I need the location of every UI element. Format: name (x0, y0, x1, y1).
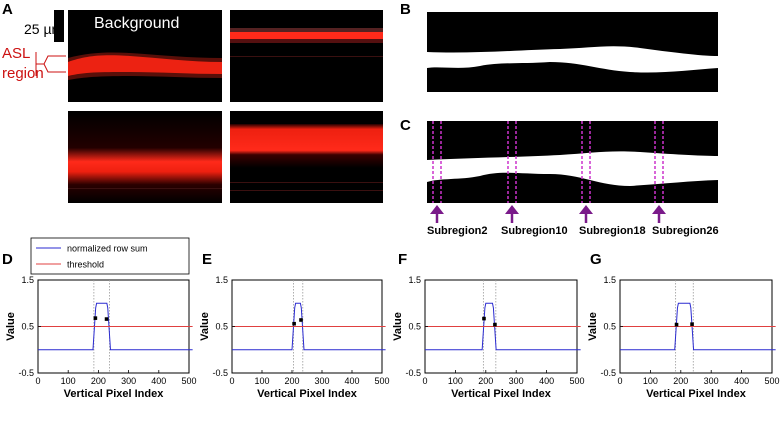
x-tick-label: 300 (121, 376, 136, 386)
x-tick-label: 0 (617, 376, 622, 386)
scale-bar-label: 25 µm (24, 21, 63, 37)
legend-entry: threshold (67, 260, 104, 270)
x-tick-label: 400 (151, 376, 166, 386)
x-tick-label: 300 (704, 376, 719, 386)
x-tick-label: 200 (478, 376, 493, 386)
x-tick-label: 500 (181, 376, 196, 386)
subregion-label-18: Subregion18 (579, 225, 646, 237)
legend-entry: normalized row sum (67, 244, 148, 254)
crossing-point-1 (482, 316, 486, 321)
subregion-arrow-2 (430, 205, 444, 223)
panel-label-f: F (398, 251, 407, 268)
legend: normalized row sum threshold (30, 237, 190, 275)
x-axis-label: Vertical Pixel Index (257, 388, 358, 400)
x-tick-label: 300 (314, 376, 329, 386)
crossing-point-2 (493, 322, 497, 327)
x-tick-label: 200 (673, 376, 688, 386)
panel-c-binary-mask (427, 121, 718, 203)
asl-label: ASL (2, 45, 30, 62)
plot-e: 0 100 200 300 400 500 -0.5 0.5 1.5 Vertical Pixel… (199, 275, 390, 400)
x-axis-label: Vertical Pixel Index (64, 388, 165, 400)
crossing-point-2 (104, 317, 109, 321)
x-axis-label: Vertical Pixel Index (451, 388, 552, 400)
crossing-point-1 (674, 322, 679, 327)
line-plots: 0 100 200 300 400 500 -0.5 0.5 1.5 Vertical Pixel… (5, 237, 780, 400)
y-tick-label: 1.5 (603, 275, 616, 285)
crossing-point-1 (93, 316, 98, 320)
y-tick-label: -0.5 (405, 368, 421, 378)
subregion-label-2: Subregion2 (427, 225, 488, 237)
region-label: region (2, 65, 44, 82)
row-sum-line (620, 302, 776, 351)
scale-bar (54, 10, 64, 42)
y-axis-label: Value (392, 312, 404, 341)
y-tick-label: 1.5 (408, 275, 421, 285)
panel-a-image-2 (230, 10, 383, 102)
x-tick-label: 500 (764, 376, 779, 386)
crossing-point-1 (292, 321, 296, 326)
subregion-arrow-10 (505, 205, 519, 223)
panel-label-a: A (2, 1, 13, 18)
x-tick-label: 500 (569, 376, 584, 386)
legend-box (30, 237, 190, 275)
subregion-arrows (430, 205, 666, 223)
panel-label-d: D (2, 251, 13, 268)
y-tick-label: -0.5 (18, 368, 34, 378)
y-tick-label: 0.5 (21, 322, 34, 332)
x-tick-label: 200 (91, 376, 106, 386)
y-tick-label: -0.5 (600, 368, 616, 378)
panel-label-c: C (400, 117, 411, 134)
y-tick-label: 1.5 (215, 275, 228, 285)
y-tick-label: 1.5 (21, 275, 34, 285)
x-tick-label: 100 (61, 376, 76, 386)
x-tick-label: 100 (448, 376, 463, 386)
panel-a-image-3 (68, 111, 222, 203)
x-tick-label: 100 (254, 376, 269, 386)
y-tick-label: -0.5 (212, 368, 228, 378)
x-tick-label: 400 (539, 376, 554, 386)
x-tick-label: 400 (734, 376, 749, 386)
panel-a-image-1 (68, 10, 222, 102)
panel-label-g: G (590, 251, 602, 268)
panel-b-binary-mask (427, 12, 718, 92)
y-axis-label: Value (199, 312, 211, 341)
subregion-arrow-18 (579, 205, 593, 223)
x-tick-label: 0 (422, 376, 427, 386)
x-tick-label: 500 (374, 376, 389, 386)
plot-f: 0 100 200 300 400 500 -0.5 0.5 1.5 Vertical Pixel… (392, 275, 585, 400)
y-tick-label: 0.5 (215, 322, 228, 332)
background-label: Background (94, 15, 179, 32)
row-sum-line (425, 302, 581, 351)
x-tick-label: 200 (284, 376, 299, 386)
asl-bracket (35, 52, 66, 76)
x-tick-label: 100 (643, 376, 658, 386)
row-sum-line (232, 302, 386, 351)
plot-g: 0 100 200 300 400 500 -0.5 0.5 1.5 Vertical Pixel… (587, 275, 780, 400)
x-axis-label: Vertical Pixel Index (646, 388, 747, 400)
plot-d: 0 100 200 300 400 500 -0.5 0.5 1.5 Vertical Pixel… (5, 237, 197, 400)
x-tick-label: 0 (35, 376, 40, 386)
crossing-point-2 (690, 322, 694, 326)
panel-label-e: E (202, 251, 212, 268)
x-tick-label: 400 (344, 376, 359, 386)
row-sum-line (38, 302, 193, 351)
crossing-point-2 (299, 318, 303, 322)
x-tick-label: 0 (229, 376, 234, 386)
x-tick-label: 300 (509, 376, 524, 386)
y-axis-label: Value (5, 312, 17, 341)
y-axis-label: Value (587, 312, 599, 341)
subregion-arrow-26 (652, 205, 666, 223)
y-tick-label: 0.5 (603, 322, 616, 332)
subregion-label-26: Subregion26 (652, 225, 719, 237)
panel-label-b: B (400, 1, 411, 18)
subregion-label-10: Subregion10 (501, 225, 568, 237)
panel-a-image-4 (230, 111, 383, 203)
y-tick-label: 0.5 (408, 322, 421, 332)
